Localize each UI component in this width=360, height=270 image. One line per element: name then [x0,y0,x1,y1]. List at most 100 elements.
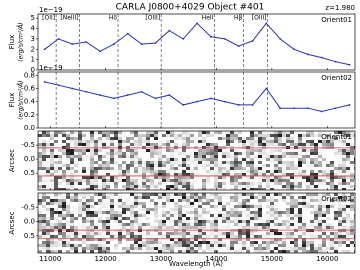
spectrum-2d-pixel [230,208,234,211]
spectrum-2d-pixel [238,217,242,220]
spectrum-2d-pixel [186,232,190,235]
spectrum-2d-pixel [222,244,226,247]
spectrum-2d-pixel [178,205,182,208]
spectrum-2d-pixel [178,131,182,134]
spectrum-2d-pixel [58,202,62,205]
spectrum-2d-pixel [262,131,266,134]
spectrum-2d-pixel [50,173,54,176]
spectrum-2d-pixel [186,134,190,137]
spectrum-2d-pixel [214,214,218,217]
spectrum-2d-pixel [262,176,266,179]
spectrum-2d-pixel [42,155,46,158]
spectrum-2d-pixel [258,143,262,146]
spectrum-2d-pixel [270,196,274,199]
spectrum-2d-pixel [74,223,78,226]
spectrum-2d-pixel [150,250,154,253]
spectrum-2d-pixel [182,220,186,223]
spectrum-2d-pixel [214,182,218,185]
spectrum-2d-pixel [66,158,70,161]
spectrum-2d-pixel [174,211,178,214]
spectrum-2d-pixel [110,202,114,205]
spectrum-2d-pixel [254,205,258,208]
spectrum-2d-pixel [278,193,282,196]
spectrum-2d-pixel [138,208,142,211]
spectrum-2d-pixel [274,220,278,223]
x-tick-label: 11000 [39,255,61,263]
spectrum-2d-pixel [138,193,142,196]
spectrum-2d-pixel [126,179,130,182]
x-tick-label: 16000 [316,255,338,263]
spectrum-2d-pixel [230,193,234,196]
spectrum-2d-pixel [202,214,206,217]
spectrum-2d-pixel [70,140,74,143]
spectrum-2d-pixel [270,131,274,134]
spectrum-2d-pixel [262,208,266,211]
spectrum-2d-pixel [50,223,54,226]
spectrum-2d-pixel [314,208,318,211]
spectrum-2d-pixel [286,211,290,214]
spectrum-2d-pixel [230,235,234,238]
spectrum-2d-pixel [102,170,106,173]
spectrum-2d-pixel [182,241,186,244]
spectrum-2d-pixel [170,167,174,170]
spectrum-2d-pixel [262,134,266,137]
spectrum-point [321,57,323,59]
spectrum-2d-pixel [270,149,274,152]
spectrum-2d-pixel [154,211,158,214]
spectrum-2d-pixel [54,193,58,196]
spectrum-2d-pixel [146,232,150,235]
spectrum-2d-pixel [42,173,46,176]
spectrum-2d-pixel [262,155,266,158]
spectrum-2d-pixel [198,223,202,226]
spectrum-2d-pixel [58,217,62,220]
spectrum-2d-pixel [198,211,202,214]
spectrum-2d-pixel [266,185,270,188]
spectrum-2d-pixel [102,182,106,185]
spectrum-2d-pixel [174,149,178,152]
spectrum-2d-pixel [286,170,290,173]
spectrum-2d-pixel [206,152,210,155]
spectrum-2d-pixel [310,217,314,220]
spectrum-2d-pixel [62,155,66,158]
spectrum-2d-pixel [162,217,166,220]
spectrum-2d-pixel [82,173,86,176]
spectrum-2d-pixel [154,167,158,170]
spectrum-2d-pixel [234,205,238,208]
spectrum-2d-pixel [38,140,42,143]
spectrum-2d-pixel [282,247,286,250]
spectrum-2d-pixel [234,199,238,202]
spectrum-2d-pixel [342,173,346,176]
spectrum-2d-pixel [174,226,178,229]
spectrum-2d-pixel [118,176,122,179]
spectrum-2d-pixel [338,155,342,158]
spectrum-2d-pixel [206,140,210,143]
spectrum-2d-pixel [206,173,210,176]
spectrum-2d-pixel [166,232,170,235]
spectrum-2d-pixel [178,158,182,161]
spectrum-2d-pixel [282,167,286,170]
spectrum-2d-pixel [326,185,330,188]
spectrum-2d-pixel [70,182,74,185]
spectrum-2d-pixel [254,143,258,146]
spectrum-2d-pixel [282,176,286,179]
spectrum-2d-pixel [146,196,150,199]
spectrum-2d-pixel [194,140,198,143]
spectrum-point [182,104,184,106]
spectrum-2d-pixel [82,241,86,244]
spectrum-2d-pixel [94,223,98,226]
spectrum-2d-pixel [90,205,94,208]
spectrum-2d-pixel [202,173,206,176]
spectrum-2d-pixel [290,134,294,137]
spectrum-2d-pixel [258,226,262,229]
spectrum-2d-pixel [154,149,158,152]
spectrum-2d-pixel [98,247,102,250]
spectrum-2d-pixel [62,167,66,170]
spectrum-2d-pixel [230,214,234,217]
spectrum-2d-pixel [202,155,206,158]
spectrum-2d-pixel [246,137,250,140]
spectrum-2d-pixel [182,208,186,211]
spectrum-2d-pixel [110,247,114,250]
spectrum-2d-pixel [134,179,138,182]
spectrum-2d-pixel [86,176,90,179]
spectrum-2d-pixel [142,202,146,205]
